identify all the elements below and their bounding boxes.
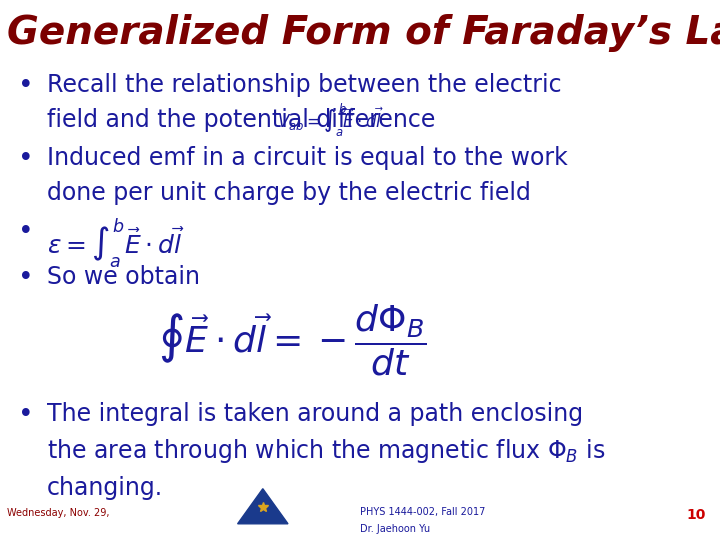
Text: Induced emf in a circuit is equal to the work: Induced emf in a circuit is equal to the… — [47, 146, 567, 170]
Text: done per unit charge by the electric field: done per unit charge by the electric fie… — [47, 181, 531, 205]
Text: Recall the relationship between the electric: Recall the relationship between the elec… — [47, 73, 562, 97]
Polygon shape — [238, 489, 288, 524]
Text: •: • — [18, 146, 34, 172]
Text: So we obtain: So we obtain — [47, 265, 200, 288]
Text: $\oint\vec{E}\cdot d\vec{l} = -\dfrac{d\Phi_B}{dt}$: $\oint\vec{E}\cdot d\vec{l} = -\dfrac{d\… — [158, 302, 427, 377]
Text: Wednesday, Nov. 29,: Wednesday, Nov. 29, — [7, 508, 109, 518]
Text: Generalized Form of Faraday’s Law: Generalized Form of Faraday’s Law — [7, 14, 720, 51]
Text: The integral is taken around a path enclosing: The integral is taken around a path encl… — [47, 402, 583, 426]
Text: •: • — [18, 219, 34, 245]
Text: field and the potential difference: field and the potential difference — [47, 108, 435, 132]
Text: Dr. Jaehoon Yu: Dr. Jaehoon Yu — [360, 524, 430, 534]
Text: 10: 10 — [686, 508, 706, 522]
Text: $\varepsilon = \int_{a}^{b}\vec{E}\cdot d\vec{l}$: $\varepsilon = \int_{a}^{b}\vec{E}\cdot … — [47, 216, 185, 269]
Text: •: • — [18, 402, 34, 428]
Text: the area through which the magnetic flux $\Phi_B$ is: the area through which the magnetic flux… — [47, 437, 605, 465]
Text: •: • — [18, 265, 34, 291]
Text: changing.: changing. — [47, 476, 163, 500]
Text: $V_{ab}=\int_{a}^{b}\!\vec{E}\cdot d\vec{l}$: $V_{ab}=\int_{a}^{b}\!\vec{E}\cdot d\vec… — [277, 102, 384, 139]
Text: PHYS 1444-002, Fall 2017: PHYS 1444-002, Fall 2017 — [360, 507, 485, 517]
Text: •: • — [18, 73, 34, 99]
